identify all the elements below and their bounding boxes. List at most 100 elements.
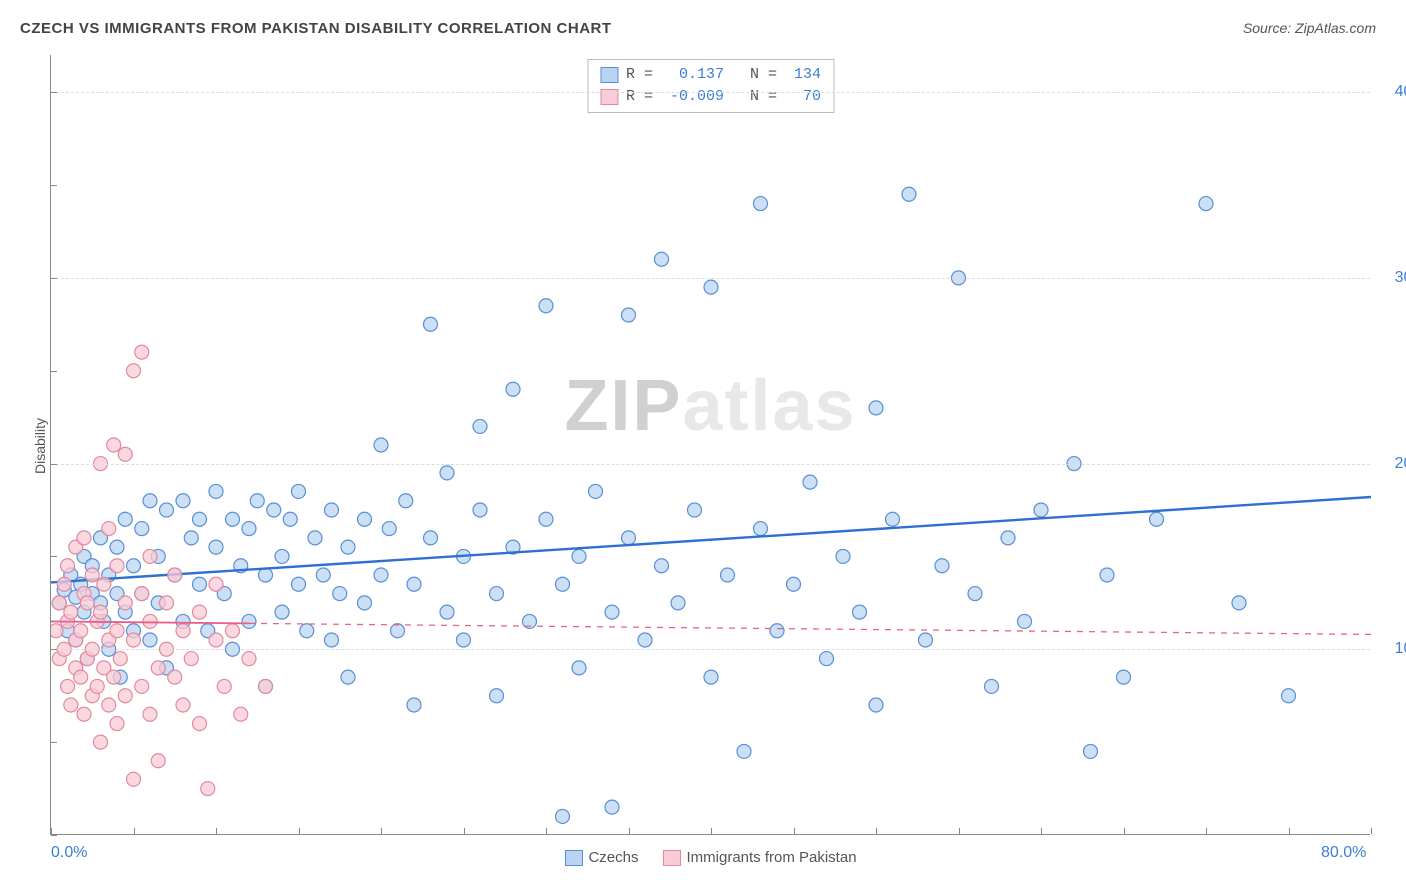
data-point xyxy=(110,559,124,573)
data-point xyxy=(1084,744,1098,758)
data-point xyxy=(407,577,421,591)
data-point xyxy=(168,670,182,684)
data-point xyxy=(64,605,78,619)
data-point xyxy=(622,531,636,545)
data-point xyxy=(90,679,104,693)
x-tick-minor xyxy=(794,828,795,834)
data-point xyxy=(605,605,619,619)
data-point xyxy=(300,624,314,638)
data-point xyxy=(77,531,91,545)
data-point xyxy=(1018,614,1032,628)
data-point xyxy=(176,494,190,508)
data-point xyxy=(135,679,149,693)
data-point xyxy=(374,568,388,582)
y-tick-minor xyxy=(51,835,57,836)
stat-n-value: 70 xyxy=(785,86,821,108)
legend-swatch xyxy=(564,850,582,866)
data-point xyxy=(127,633,141,647)
data-point xyxy=(242,614,256,628)
data-point xyxy=(539,512,553,526)
x-tick-minor xyxy=(1041,828,1042,834)
trend-line-dashed xyxy=(249,623,1371,634)
data-point xyxy=(407,698,421,712)
data-point xyxy=(209,540,223,554)
data-point xyxy=(143,549,157,563)
data-point xyxy=(226,512,240,526)
gridline-h xyxy=(51,464,1370,465)
data-point xyxy=(209,484,223,498)
data-point xyxy=(440,605,454,619)
bottom-legend-item: Immigrants from Pakistan xyxy=(662,849,856,866)
data-point xyxy=(688,503,702,517)
data-point xyxy=(242,652,256,666)
stat-r-label: R = xyxy=(626,86,653,108)
data-point xyxy=(234,707,248,721)
data-point xyxy=(737,744,751,758)
data-point xyxy=(283,512,297,526)
data-point xyxy=(226,624,240,638)
data-point xyxy=(490,689,504,703)
data-point xyxy=(358,596,372,610)
x-tick-minor xyxy=(464,828,465,834)
data-point xyxy=(193,717,207,731)
data-point xyxy=(1034,503,1048,517)
data-point xyxy=(259,568,273,582)
data-point xyxy=(143,633,157,647)
data-point xyxy=(770,624,784,638)
data-point xyxy=(74,624,88,638)
data-point xyxy=(127,559,141,573)
data-point xyxy=(242,522,256,536)
legend-label: Czechs xyxy=(588,849,638,866)
source-attribution: Source: ZipAtlas.com xyxy=(1243,20,1376,36)
data-point xyxy=(721,568,735,582)
data-point xyxy=(325,633,339,647)
stat-n-label: N = xyxy=(732,86,777,108)
data-point xyxy=(77,707,91,721)
stats-legend-row: R = 0.137 N = 134 xyxy=(600,64,821,86)
data-point xyxy=(836,549,850,563)
data-point xyxy=(935,559,949,573)
data-point xyxy=(473,419,487,433)
data-point xyxy=(176,698,190,712)
data-point xyxy=(113,652,127,666)
data-point xyxy=(671,596,685,610)
data-point xyxy=(704,670,718,684)
y-tick-minor xyxy=(51,185,57,186)
trend-line-solid xyxy=(51,621,249,623)
data-point xyxy=(374,438,388,452)
data-point xyxy=(1232,596,1246,610)
data-point xyxy=(869,698,883,712)
data-point xyxy=(655,252,669,266)
data-point xyxy=(168,568,182,582)
trend-line-solid xyxy=(51,497,1371,582)
data-point xyxy=(589,484,603,498)
y-tick-label: 30.0% xyxy=(1380,269,1406,287)
data-point xyxy=(135,345,149,359)
x-tick-minor xyxy=(1289,828,1290,834)
data-point xyxy=(52,596,66,610)
data-point xyxy=(259,679,273,693)
data-point xyxy=(135,522,149,536)
stat-r-label: R = xyxy=(626,64,653,86)
data-point xyxy=(201,782,215,796)
x-tick-minor xyxy=(959,828,960,834)
x-tick-minor xyxy=(1124,828,1125,834)
data-point xyxy=(118,689,132,703)
data-point xyxy=(193,577,207,591)
data-point xyxy=(968,587,982,601)
data-point xyxy=(399,494,413,508)
data-point xyxy=(80,596,94,610)
data-point xyxy=(333,587,347,601)
data-point xyxy=(382,522,396,536)
y-tick-minor xyxy=(51,742,57,743)
data-point xyxy=(820,652,834,666)
data-point xyxy=(160,596,174,610)
chart-svg xyxy=(51,55,1371,835)
data-point xyxy=(556,577,570,591)
y-tick-label: 40.0% xyxy=(1380,83,1406,101)
data-point xyxy=(64,698,78,712)
data-point xyxy=(275,549,289,563)
legend-swatch xyxy=(662,850,680,866)
data-point xyxy=(1117,670,1131,684)
data-point xyxy=(217,679,231,693)
